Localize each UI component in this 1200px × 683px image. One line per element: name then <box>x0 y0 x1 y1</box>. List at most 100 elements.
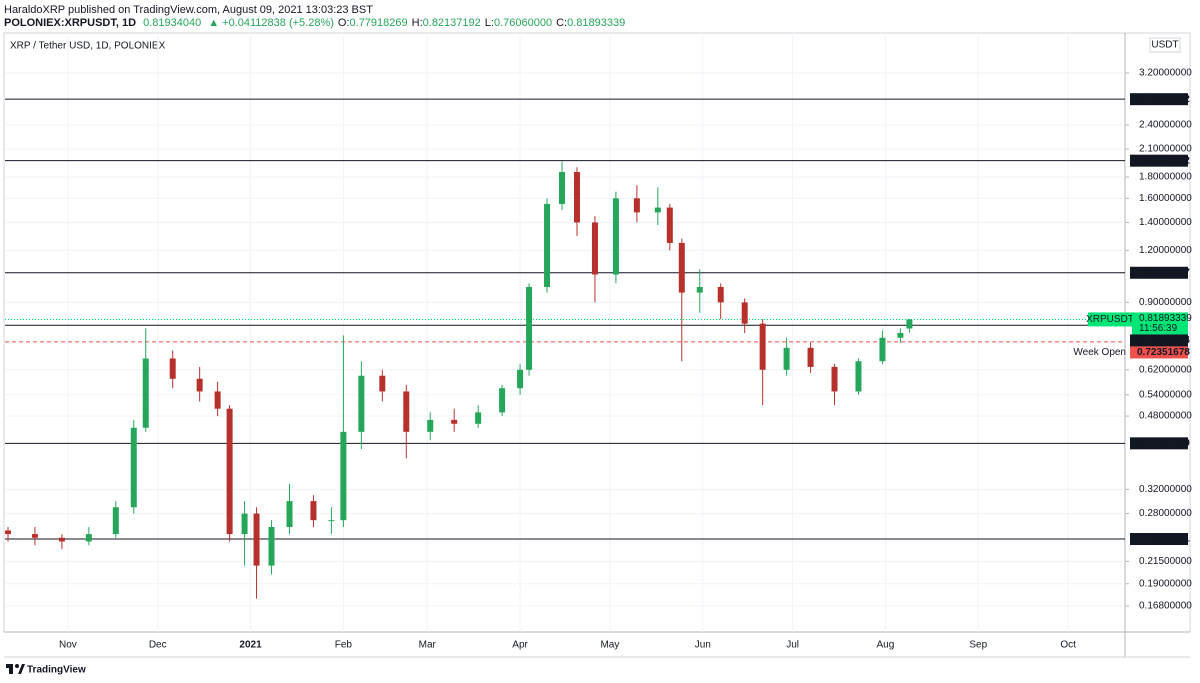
x-tick-label: Nov <box>59 640 77 651</box>
candle-body <box>591 222 598 275</box>
y-tick-label: 0.48000000 <box>1139 411 1192 422</box>
level-label: 1.06004857 <box>1137 267 1190 278</box>
y-tick-label: 1.80000000 <box>1139 172 1192 183</box>
y-tick-label: 1.60000000 <box>1139 193 1192 204</box>
candle-body <box>559 172 566 205</box>
candle-body <box>379 375 386 392</box>
x-tick-label: May <box>600 640 619 651</box>
ohlc-key: C: <box>556 17 567 29</box>
level-label-box <box>1130 533 1188 546</box>
y-tick-label: 0.54000000 <box>1139 389 1192 400</box>
candle-body <box>358 375 365 432</box>
candle-body <box>666 207 673 243</box>
ohlc-value: 0.77918269 <box>350 17 408 29</box>
candle-body <box>612 198 619 275</box>
x-tick-label: Apr <box>512 640 528 651</box>
candle-body <box>544 204 551 287</box>
candle-body <box>310 501 317 521</box>
ohlc-value: 0.76060000 <box>494 17 552 29</box>
last: 0.81934040 <box>143 17 201 29</box>
candle-body <box>58 537 65 542</box>
candle-body <box>142 358 149 428</box>
week-open-name: Week Open <box>1073 347 1126 358</box>
x-tick-label: Jun <box>695 640 711 651</box>
candle-body <box>654 207 661 213</box>
candle-body <box>130 427 137 508</box>
candle-body <box>112 507 119 535</box>
level-label: 0.41287760 <box>1137 438 1190 449</box>
level-label-box <box>1130 266 1188 279</box>
logo-icon <box>18 664 25 674</box>
candle-body <box>855 361 862 392</box>
candle-body <box>573 172 580 223</box>
price-label: 0.81893339 <box>1139 313 1192 324</box>
candle-body <box>427 419 434 432</box>
level-label: 0.24328151 <box>1137 534 1190 545</box>
candle-body <box>451 419 458 424</box>
candle-body <box>897 332 904 338</box>
candle-body <box>4 530 11 535</box>
level-label: 2.76760262 <box>1137 94 1190 105</box>
ohlc-key: O: <box>338 17 350 29</box>
candle-body <box>696 286 703 293</box>
candle-body <box>475 412 482 424</box>
candle-body <box>328 520 335 522</box>
candle-body <box>759 323 766 370</box>
ohlc-value: 0.81893339 <box>567 17 625 29</box>
candle-body <box>268 526 275 566</box>
candle-body <box>517 369 524 389</box>
candle-body <box>717 286 724 303</box>
y-tick-label: 0.32000000 <box>1139 484 1192 495</box>
candle-body <box>741 302 748 324</box>
brand: TradingView <box>27 665 86 676</box>
y-tick-label: 0.19000000 <box>1139 578 1192 589</box>
candle-body <box>783 347 790 370</box>
unit-box <box>1149 37 1181 53</box>
y-tick-label: 1.20000000 <box>1139 245 1192 256</box>
y-tick-label: 0.16800000 <box>1139 601 1192 612</box>
y-tick-label: 2.10000000 <box>1139 144 1192 155</box>
candle-body <box>31 534 38 538</box>
price-name: XRPUSDT <box>1086 314 1134 325</box>
candle-body <box>633 198 640 213</box>
ohlc-value: 0.82137192 <box>423 17 481 29</box>
candle-body <box>831 366 838 392</box>
level-label: 0.72351678 <box>1137 347 1190 358</box>
candle-body <box>253 513 260 566</box>
y-tick-label: 0.62000000 <box>1139 364 1192 375</box>
logo-icon <box>9 668 13 674</box>
y-tick-label: 0.28000000 <box>1139 508 1192 519</box>
ohlc-key: L: <box>485 17 494 29</box>
unit: USDT <box>1151 40 1178 51</box>
candle-body <box>906 319 913 329</box>
x-tick-label: Jul <box>786 640 799 651</box>
candle-body <box>403 391 410 432</box>
level-label-box <box>1130 346 1188 359</box>
publisher: HaraldoXRP published on TradingView.com,… <box>4 4 373 16</box>
change: +0.04112838 (+5.28%) <box>222 17 334 29</box>
candle-body <box>807 347 814 367</box>
candle-body <box>526 286 533 370</box>
price-box <box>1132 312 1188 335</box>
y-tick-label: 2.40000000 <box>1139 120 1192 131</box>
ohlc-key: H: <box>412 17 423 29</box>
level-label-box <box>1130 334 1188 347</box>
chart-title: XRP / Tether USD, 1D, POLONIEX <box>10 41 166 52</box>
level-label-box <box>1130 93 1188 106</box>
candle-body <box>499 388 506 413</box>
x-tick-label: Mar <box>419 640 437 651</box>
level-label: 0.79326664 <box>1137 335 1190 346</box>
x-tick-label: Dec <box>149 640 167 651</box>
y-tick-label: 3.20000000 <box>1139 68 1192 79</box>
y-tick-label: 0.90000000 <box>1139 297 1192 308</box>
change-arrow: ▲ <box>208 17 219 29</box>
candle-body <box>169 358 176 379</box>
logo-icon <box>6 664 13 668</box>
candle-body <box>286 501 293 527</box>
candle-body <box>196 378 203 392</box>
x-tick-label: Oct <box>1060 640 1076 651</box>
x-tick-label: 2021 <box>239 640 262 651</box>
price-name-box <box>1088 312 1132 327</box>
